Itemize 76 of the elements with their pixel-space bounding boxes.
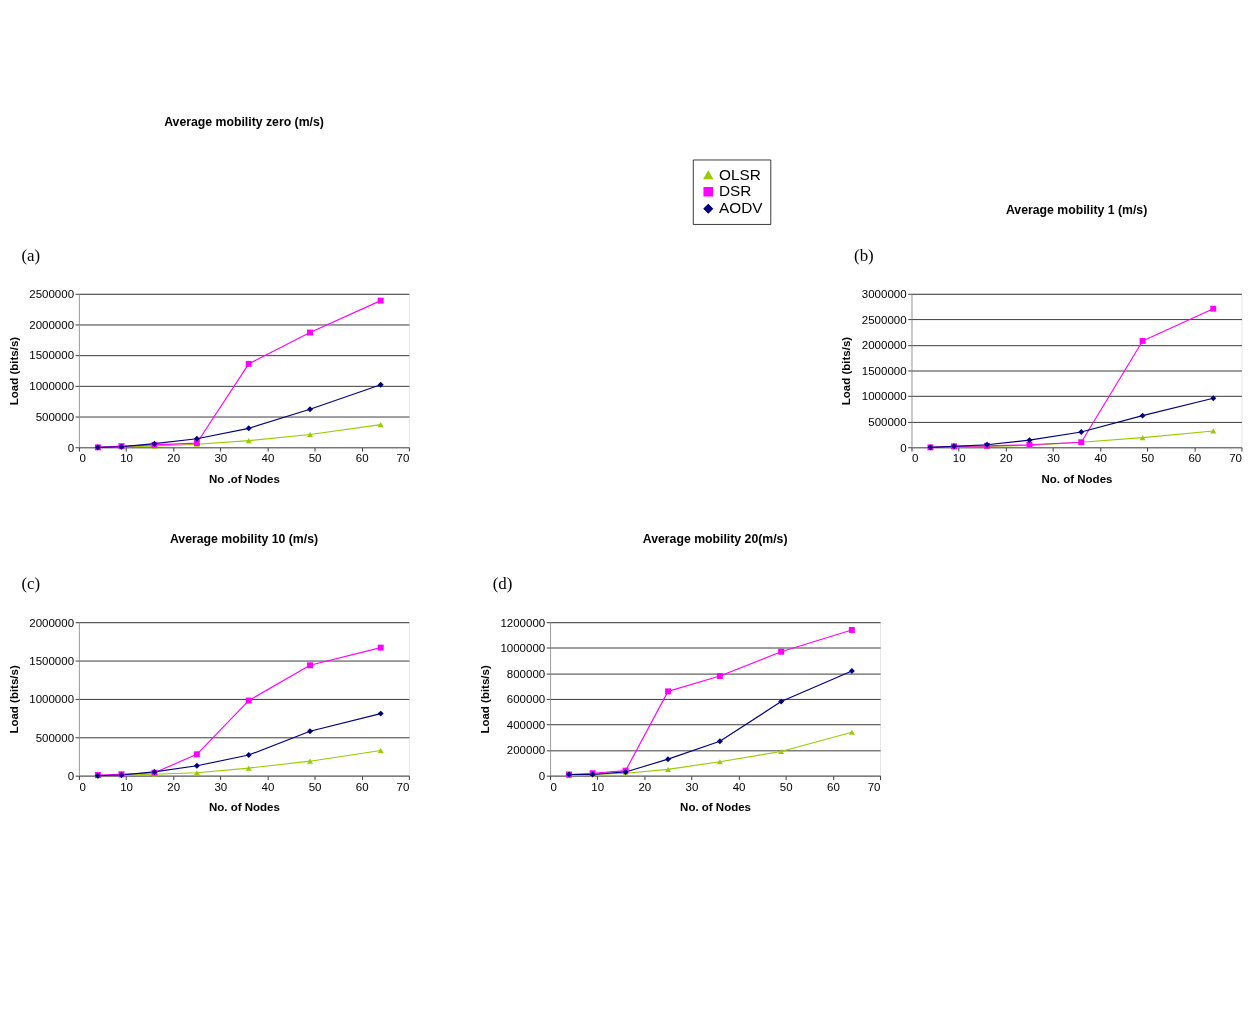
x-tick-label: 10 xyxy=(591,780,605,793)
y-tick-label: 2000000 xyxy=(29,318,75,331)
y-tick-label: 1500000 xyxy=(861,364,907,377)
chart-title: Average mobility 20(m/s) xyxy=(642,531,788,546)
x-tick-label: 20 xyxy=(638,780,652,793)
x-tick-label: 50 xyxy=(779,780,793,793)
x-tick-label: 70 xyxy=(1229,452,1242,465)
y-tick-label: 1000000 xyxy=(29,693,75,706)
y-tick-label: 1000000 xyxy=(29,380,75,393)
x-axis-title: No .of Nodes xyxy=(208,473,280,486)
chart-title: Average mobility 1 (m/s) xyxy=(1005,203,1148,218)
y-tick-label: 1500000 xyxy=(29,654,75,667)
x-tick-label: 0 xyxy=(550,780,557,793)
x-tick-label: 0 xyxy=(79,780,86,793)
y-tick-label: 3000000 xyxy=(861,288,907,301)
text: (d) xyxy=(492,574,513,594)
x-tick-label: 0 xyxy=(911,452,919,465)
chart-title: Average mobility zero (m/s) xyxy=(164,115,324,130)
y-tick-label: 2000000 xyxy=(29,616,75,629)
y-tick-label: 1000000 xyxy=(500,642,546,655)
y-tick-label: 400000 xyxy=(506,718,546,731)
x-tick-label: 70 xyxy=(867,780,881,793)
x-tick-label: 30 xyxy=(685,780,699,793)
x-tick-label: 40 xyxy=(261,780,275,793)
x-tick-label: 20 xyxy=(167,780,181,793)
x-tick-label: 10 xyxy=(120,780,133,793)
x-tick-label: 10 xyxy=(952,452,966,465)
x-tick-label: 40 xyxy=(261,452,275,465)
x-tick-label: 50 xyxy=(308,780,322,793)
y-tick-label: 1000000 xyxy=(861,390,907,403)
legend-label: OLSR xyxy=(719,165,761,183)
y-tick-label: 0 xyxy=(67,441,75,454)
text: (b) xyxy=(854,245,874,265)
x-axis-title: No. of Nodes xyxy=(680,801,752,814)
text: (a) xyxy=(21,245,41,265)
x-tick-label: 60 xyxy=(355,780,369,793)
y-tick-label: 0 xyxy=(538,769,546,782)
x-tick-label: 70 xyxy=(396,780,410,793)
x-tick-label: 50 xyxy=(308,452,322,465)
y-tick-label: 2000000 xyxy=(861,339,907,352)
x-tick-label: 30 xyxy=(214,452,228,465)
y-tick-label: 500000 xyxy=(35,410,75,423)
chart-title: Average mobility 10 (m/s) xyxy=(169,531,319,546)
x-tick-label: 10 xyxy=(120,452,133,465)
x-tick-label: 50 xyxy=(1141,452,1155,465)
x-tick-label: 70 xyxy=(396,452,410,465)
y-tick-label: 800000 xyxy=(506,667,546,680)
y-tick-label: 1200000 xyxy=(500,616,546,629)
x-axis-title: No. of Nodes xyxy=(208,801,280,814)
x-tick-label: 40 xyxy=(732,780,746,793)
x-tick-label: 0 xyxy=(79,452,86,465)
legend-label: DSR xyxy=(719,182,752,200)
x-tick-label: 30 xyxy=(1047,452,1060,465)
legend-label: AODV xyxy=(719,199,764,217)
x-tick-label: 30 xyxy=(214,780,228,793)
x-tick-label: 60 xyxy=(355,452,369,465)
y-tick-label: 500000 xyxy=(868,415,907,428)
y-tick-label: 0 xyxy=(67,769,75,782)
x-axis-title: No. of Nodes xyxy=(1041,473,1113,486)
y-tick-label: 0 xyxy=(900,441,907,454)
x-tick-label: 40 xyxy=(1094,452,1107,465)
x-tick-label: 20 xyxy=(999,452,1013,465)
y-axis-title: Load (bits/s) xyxy=(840,336,853,406)
x-tick-label: 60 xyxy=(1188,452,1202,465)
y-tick-label: 2500000 xyxy=(29,288,75,301)
y-axis-title: Load (bits/s) xyxy=(7,336,20,406)
y-tick-label: 500000 xyxy=(35,731,75,744)
x-tick-label: 20 xyxy=(167,452,181,465)
text: (c) xyxy=(21,574,41,594)
y-tick-label: 1500000 xyxy=(29,349,75,362)
y-tick-label: 2500000 xyxy=(861,313,907,326)
y-tick-label: 200000 xyxy=(506,744,546,757)
y-axis-title: Load (bits/s) xyxy=(7,665,20,734)
y-axis-title: Load (bits/s) xyxy=(478,665,491,734)
y-tick-label: 600000 xyxy=(506,693,546,706)
x-tick-label: 60 xyxy=(826,780,840,793)
